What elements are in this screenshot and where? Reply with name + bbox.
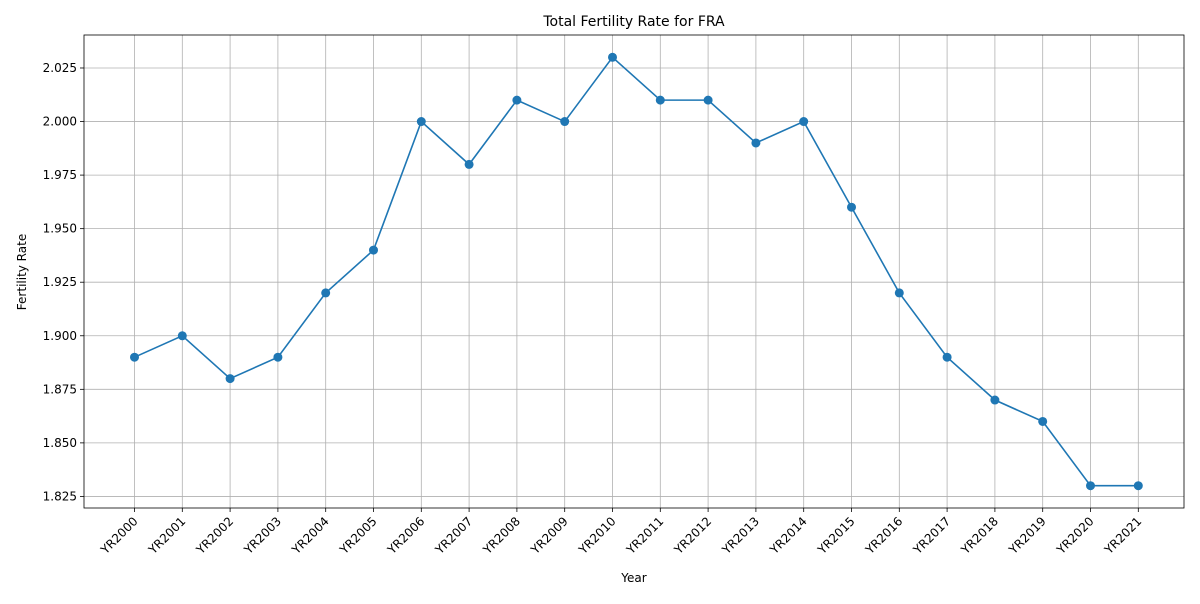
y-axis-label: Fertility Rate	[15, 234, 29, 310]
y-tick-label: 1.825	[43, 489, 77, 503]
x-tick-label: YR2020	[1053, 514, 1096, 557]
data-point	[1086, 481, 1095, 491]
y-tick-label: 1.850	[43, 436, 77, 450]
x-tick-label: YR2010	[575, 514, 618, 557]
y-tick-label: 1.975	[43, 168, 77, 182]
x-tick-label: YR2006	[384, 514, 427, 557]
y-tick-label: 2.000	[43, 115, 77, 129]
data-point	[1038, 416, 1048, 426]
data-point	[942, 352, 952, 362]
x-tick-label: YR2021	[1101, 514, 1144, 557]
data-point	[273, 352, 283, 362]
data-point	[703, 95, 713, 105]
x-tick-label: YR2014	[767, 514, 810, 557]
data-point	[369, 245, 378, 255]
y-tick-label: 1.950	[43, 222, 77, 236]
data-point	[751, 138, 761, 148]
x-tick-label: YR2019	[1006, 514, 1049, 557]
data-point	[655, 95, 665, 105]
data-point	[512, 95, 522, 105]
x-tick-label: YR2013	[719, 514, 762, 557]
x-tick-label: YR2016	[862, 514, 905, 557]
y-tick-label: 2.025	[43, 61, 77, 75]
data-point	[225, 374, 235, 384]
plot-frame	[83, 34, 1185, 509]
data-point	[416, 117, 426, 127]
x-tick-label: YR2002	[193, 514, 236, 557]
data-point	[894, 288, 904, 298]
x-tick-label: YR2003	[241, 514, 284, 557]
data-point	[321, 288, 331, 298]
x-tick-label: YR2001	[145, 514, 188, 557]
x-tick-label: YR2017	[910, 514, 953, 557]
series-line	[134, 56, 1139, 487]
chart-title: Total Fertility Rate for FRA	[542, 14, 725, 30]
y-tick-label: 1.925	[43, 275, 77, 289]
x-tick-label: YR2012	[671, 514, 714, 557]
data-point	[130, 352, 139, 362]
data-point	[560, 117, 570, 127]
data-point	[1133, 481, 1143, 491]
x-tick-label: YR2018	[958, 514, 1001, 557]
x-axis-label: Year	[620, 571, 646, 585]
x-tick-label: YR2007	[432, 514, 475, 557]
x-tick-label: YR2004	[289, 514, 332, 557]
x-tick-label: YR2011	[623, 514, 666, 557]
x-tick-label: YR2000	[97, 514, 140, 557]
data-point	[799, 117, 809, 127]
data-point	[464, 159, 474, 169]
data-point	[608, 52, 617, 62]
y-tick-label: 1.900	[43, 329, 77, 343]
data-point	[847, 202, 856, 212]
data-point	[177, 331, 187, 341]
x-tick-label: YR2009	[528, 514, 571, 557]
data-point	[990, 395, 1000, 405]
x-tick-label: YR2008	[480, 514, 523, 557]
x-tick-label: YR2005	[336, 514, 379, 557]
x-tick-label: YR2015	[814, 514, 857, 557]
y-tick-label: 1.875	[43, 382, 77, 396]
